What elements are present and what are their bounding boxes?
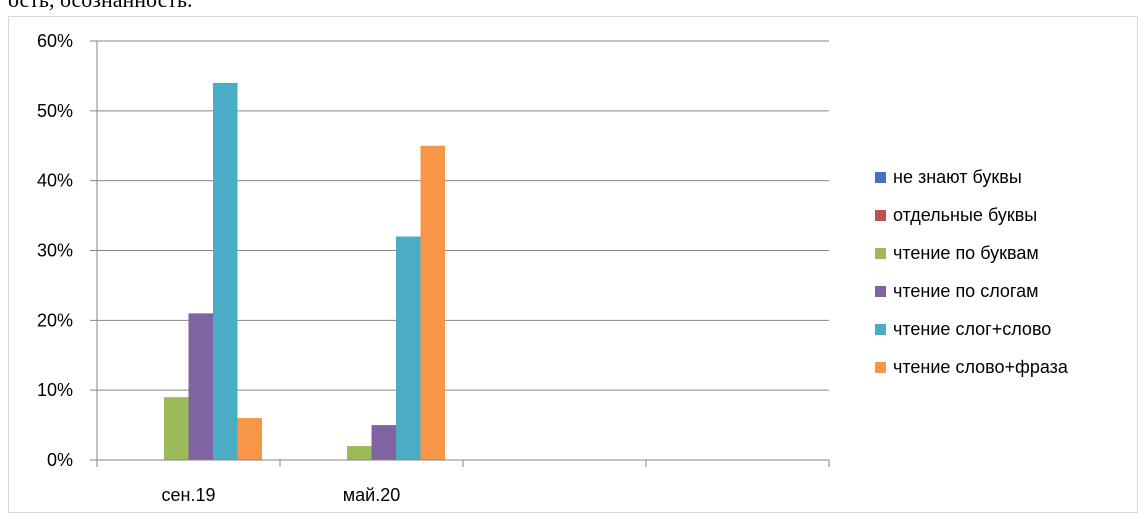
legend-label: не знают буквы: [893, 167, 1022, 187]
legend-swatch: [875, 210, 886, 221]
bar: [347, 446, 372, 460]
legend-label: чтение по буквам: [893, 243, 1039, 263]
y-tick-label: 0%: [47, 450, 73, 470]
bar: [420, 145, 445, 460]
bar: [164, 397, 189, 460]
y-tick-label: 30%: [37, 241, 73, 261]
legend-label: чтение по слогам: [893, 281, 1038, 301]
bars: [164, 82, 445, 461]
legend-label: чтение слог+слово: [893, 319, 1051, 339]
legend-swatch: [875, 172, 886, 183]
legend-swatch: [875, 324, 886, 335]
category-label: сен.19: [162, 485, 216, 505]
legend-swatch: [875, 286, 886, 297]
bar: [371, 425, 396, 460]
y-tick-label: 50%: [37, 101, 73, 121]
bar: [213, 82, 238, 461]
bar: [188, 313, 213, 460]
legend-label: отдельные буквы: [893, 205, 1037, 225]
category-label: май.20: [343, 485, 400, 505]
legend-swatch: [875, 248, 886, 259]
legend-label: чтение слово+фраза: [893, 357, 1069, 377]
y-tick-label: 40%: [37, 171, 73, 191]
legend: не знают буквы отдельные буквы чтение по б…: [875, 167, 1069, 377]
bar: [237, 418, 262, 460]
y-tick-label: 60%: [37, 31, 73, 51]
bar: [396, 236, 421, 460]
y-tick-label: 20%: [37, 310, 73, 330]
header-text: ость, осознанность.: [8, 0, 193, 13]
y-tick-label: 10%: [37, 380, 73, 400]
legend-swatch: [875, 362, 886, 373]
chart-frame: [8, 16, 1138, 513]
axes: 0% 10% 20% 30% 40% 50% 60% сен.19 май.20: [37, 31, 830, 505]
